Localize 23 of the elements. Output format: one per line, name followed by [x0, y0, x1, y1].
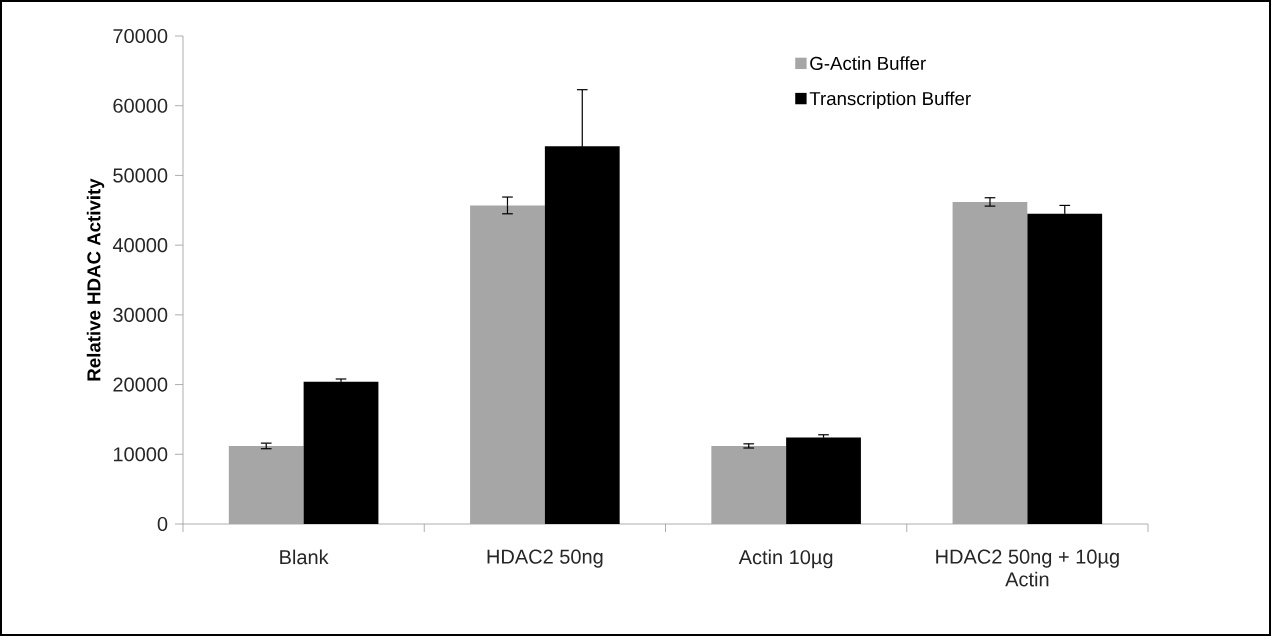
- legend-label: G-Actin Buffer: [810, 56, 926, 70]
- bar: [228, 445, 304, 524]
- y-tick-label: 10000: [113, 447, 168, 462]
- bar: [1027, 213, 1103, 524]
- y-tick-label: 50000: [113, 168, 168, 183]
- y-axis-title: Relative HDAC Activity: [86, 178, 105, 381]
- bar: [303, 381, 379, 524]
- y-tick-label: 70000: [113, 28, 168, 44]
- y-tick-label: 60000: [113, 98, 168, 113]
- x-tick-label: Actin 10µg: [738, 549, 833, 569]
- bar: [952, 201, 1028, 524]
- bar: [544, 146, 620, 524]
- x-tick-label: HDAC2 50ng + 10µg Actin: [936, 549, 1119, 587]
- y-tick-label: 20000: [113, 377, 168, 392]
- legend-label: Transcription Buffer: [809, 91, 971, 109]
- y-tick-label: 30000: [113, 307, 168, 322]
- bar: [470, 205, 545, 524]
- y-tick-label: 40000: [112, 238, 168, 253]
- x-tick-label: Blank: [280, 549, 329, 565]
- x-tick-label: HDAC2 50ng: [487, 549, 603, 568]
- bar: [711, 445, 787, 524]
- y-tick-label: 0: [157, 516, 168, 532]
- bar: [786, 437, 861, 524]
